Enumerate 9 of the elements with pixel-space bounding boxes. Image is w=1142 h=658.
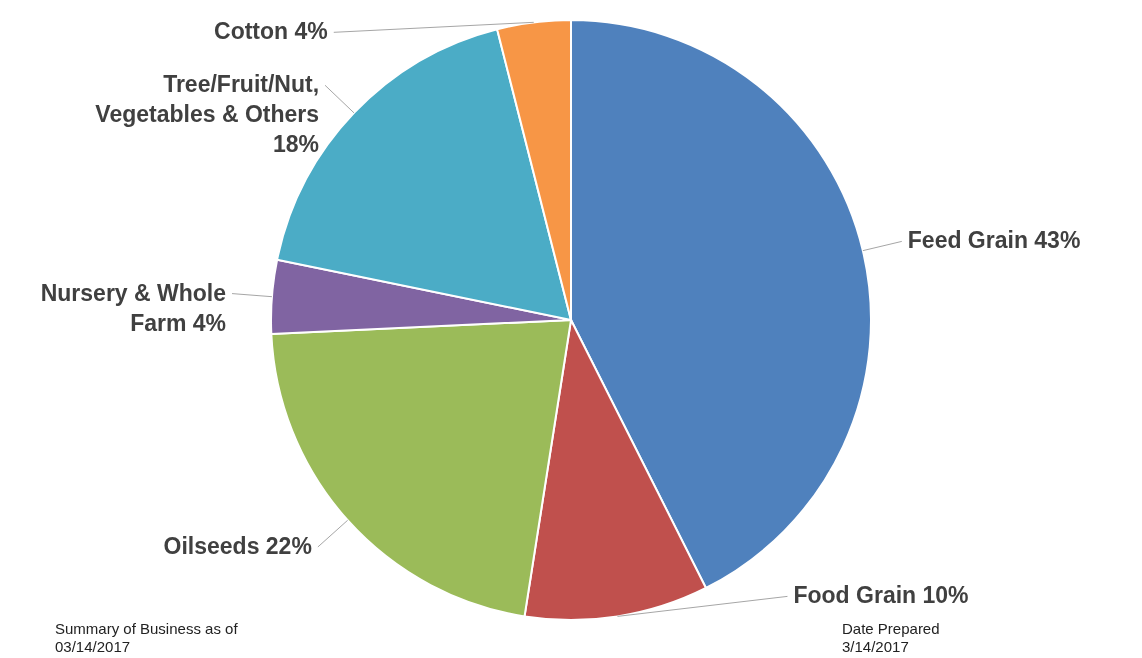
text: Date Prepared 3/14/2017: [842, 620, 941, 656]
text: Summary of Business as of 03/14/2017: [55, 620, 239, 656]
slice-label: Nursery & Whole Farm 4%: [40, 279, 227, 336]
data-label: 18%: [272, 131, 320, 158]
slice-label: Tree/Fruit/Nut, Vegetables & Others: [95, 71, 320, 128]
slice-label: Cotton 4%: [214, 18, 328, 45]
slice-label: Food Grain 10%: [793, 582, 969, 609]
slice-label: Feed Grain 43%: [907, 227, 1081, 254]
slice-label: Oilseeds 22%: [163, 532, 312, 559]
